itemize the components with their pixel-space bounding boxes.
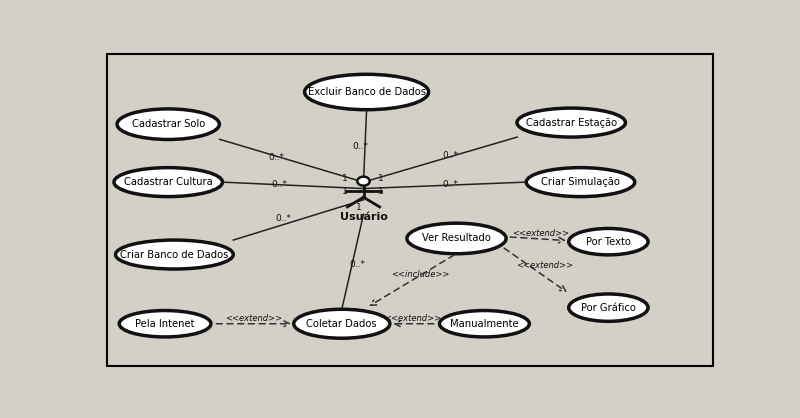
- Text: Usuário: Usuário: [339, 212, 387, 222]
- Ellipse shape: [517, 108, 626, 137]
- Text: Coletar Dados: Coletar Dados: [306, 319, 377, 329]
- Ellipse shape: [305, 74, 429, 110]
- Ellipse shape: [358, 177, 370, 186]
- Text: 0..*: 0..*: [350, 260, 366, 269]
- Ellipse shape: [526, 168, 634, 196]
- Text: Por Texto: Por Texto: [586, 237, 631, 247]
- Text: 0..*: 0..*: [269, 153, 285, 161]
- Text: Cadastrar Solo: Cadastrar Solo: [131, 119, 205, 129]
- Text: Pela Intenet: Pela Intenet: [135, 319, 195, 329]
- Ellipse shape: [407, 223, 506, 254]
- Text: Por Gráfico: Por Gráfico: [581, 303, 636, 313]
- Text: 0..*: 0..*: [442, 180, 458, 189]
- Text: Ver Resultado: Ver Resultado: [422, 233, 491, 243]
- Ellipse shape: [115, 240, 234, 269]
- Text: 1: 1: [378, 187, 384, 196]
- Text: 1: 1: [342, 187, 348, 196]
- Text: Manualmente: Manualmente: [450, 319, 518, 329]
- Text: <<extend>>: <<extend>>: [225, 314, 282, 324]
- Text: 0..*: 0..*: [275, 214, 291, 223]
- Ellipse shape: [114, 168, 222, 196]
- Ellipse shape: [439, 311, 530, 337]
- Text: Cadastrar Estação: Cadastrar Estação: [526, 117, 617, 127]
- Text: <<extend>>: <<extend>>: [385, 314, 442, 324]
- Text: <<extend>>: <<extend>>: [512, 229, 569, 238]
- Text: Criar Banco de Dados: Criar Banco de Dados: [120, 250, 229, 260]
- Text: Excluir Banco de Dados: Excluir Banco de Dados: [308, 87, 426, 97]
- Text: 1: 1: [342, 174, 348, 184]
- Text: 0..*: 0..*: [272, 180, 288, 189]
- Text: Cadastrar Cultura: Cadastrar Cultura: [124, 177, 213, 187]
- Ellipse shape: [119, 311, 211, 337]
- Text: <<include>>: <<include>>: [391, 270, 450, 279]
- Text: 0..*: 0..*: [352, 142, 368, 151]
- Text: 1: 1: [378, 174, 384, 184]
- Text: 1: 1: [356, 204, 362, 212]
- Ellipse shape: [294, 309, 390, 338]
- Ellipse shape: [569, 229, 648, 255]
- Text: <<extend>>: <<extend>>: [517, 261, 574, 270]
- Text: Criar Simulação: Criar Simulação: [541, 177, 620, 187]
- Ellipse shape: [117, 109, 219, 140]
- Text: 0..*: 0..*: [442, 151, 458, 160]
- Ellipse shape: [569, 294, 648, 321]
